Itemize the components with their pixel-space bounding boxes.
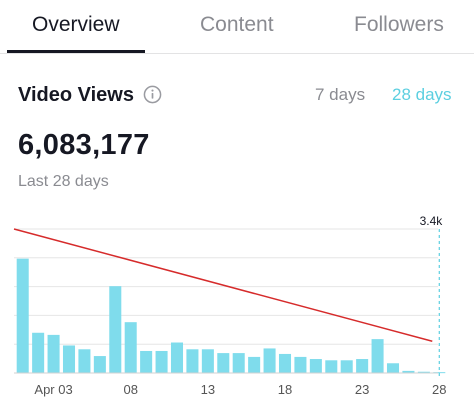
chart-bar (309, 359, 322, 373)
chart-bar (186, 349, 199, 373)
chart-bar (78, 349, 91, 373)
chart-bar (16, 258, 29, 373)
active-tab-indicator (7, 50, 145, 53)
video-views-chart: 3.4k Apr 03 08 13 18 23 28 (13, 214, 447, 397)
chart-bar (170, 342, 184, 373)
section-title: Video Views (18, 84, 134, 106)
video-views-header: Video Views 7 days 28 days (18, 82, 464, 108)
chart-bar (340, 360, 353, 373)
period-label: Last 28 days (18, 173, 109, 190)
chart-bar (47, 334, 60, 373)
range-28-days[interactable]: 28 days (392, 85, 452, 104)
chart-bar (248, 356, 261, 373)
tab-overview[interactable]: Overview (32, 13, 120, 36)
tab-divider (0, 53, 474, 54)
chart-bar (62, 345, 76, 373)
tab-bar: Overview Content Followers (0, 0, 474, 54)
chart-bar (433, 372, 446, 374)
chart-bar (232, 353, 245, 373)
max-value-label: 3.4k (420, 214, 444, 228)
x-tick-label: 28 (432, 382, 446, 397)
trend-line (13, 228, 433, 342)
x-tick-label: 08 (123, 382, 137, 397)
chart-bar (217, 353, 230, 373)
chart-bar (109, 286, 122, 373)
chart-bar (278, 353, 292, 373)
chart-bar (386, 363, 400, 373)
x-tick-label: 18 (278, 382, 292, 397)
range-7-days[interactable]: 7 days (315, 85, 366, 104)
chart-bar (124, 322, 137, 373)
chart-bar (201, 349, 214, 373)
tab-followers[interactable]: Followers (354, 13, 444, 36)
chart-bar (140, 350, 153, 373)
chart-bar (417, 371, 430, 373)
info-icon[interactable] (143, 85, 162, 104)
chart-bar (294, 356, 307, 373)
chart-bar (371, 339, 384, 373)
tab-content[interactable]: Content (200, 13, 274, 36)
x-tick-label: 23 (355, 382, 369, 397)
chart-bar (155, 350, 168, 373)
chart-bar (402, 370, 415, 373)
total-views-value: 6,083,177 (18, 129, 150, 161)
x-tick-label: 13 (201, 382, 215, 397)
chart-bar (93, 356, 106, 373)
chart-bar (32, 332, 45, 373)
chart-bar (263, 348, 276, 373)
chart-bar (356, 359, 369, 373)
chart-bar (325, 360, 338, 373)
x-tick-label: Apr 03 (34, 382, 72, 397)
